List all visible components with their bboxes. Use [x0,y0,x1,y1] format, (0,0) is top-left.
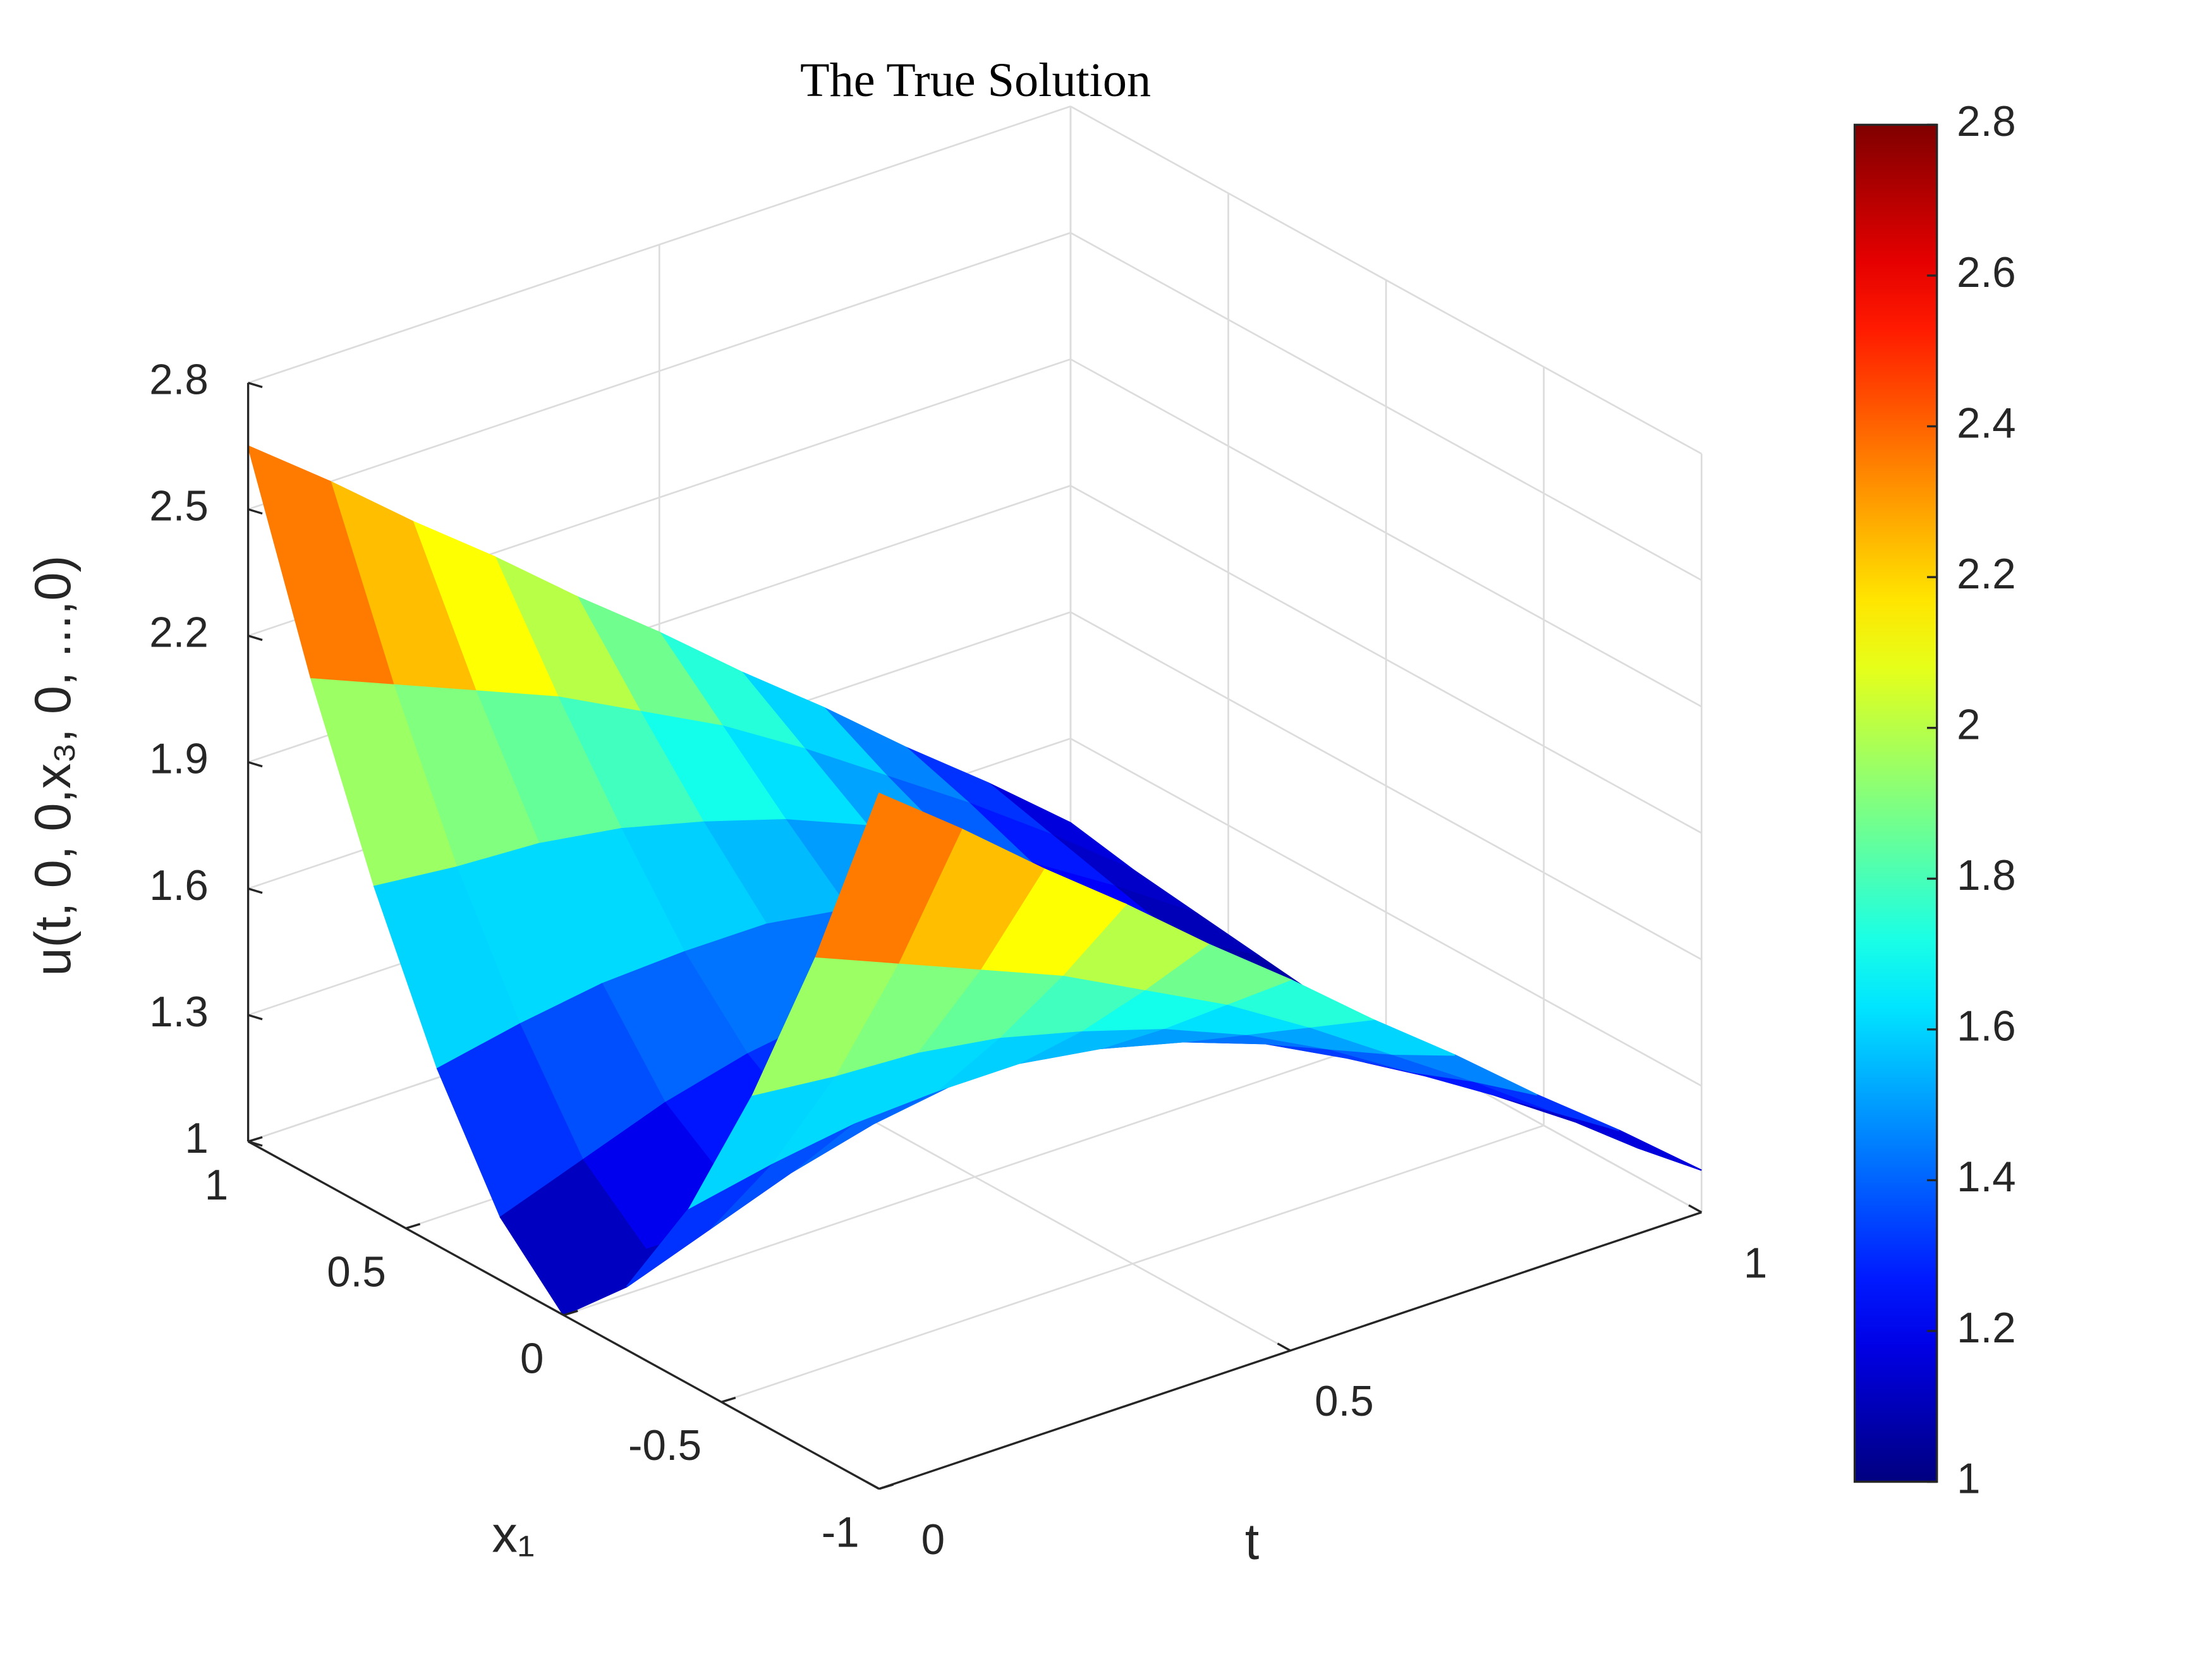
y-tick [878,1483,894,1490]
x-axis-label: t [1245,1514,1259,1571]
x-tick-label: 0.5 [1315,1378,1374,1425]
y-tick-label: 0 [520,1335,544,1383]
z-tick-label: 1.3 [149,988,209,1036]
z-tick-label: 1.9 [149,736,209,783]
y-tick [563,1310,578,1316]
y-tick-label: 0.5 [327,1248,386,1296]
surface [246,444,1702,1316]
x-tick [1688,1204,1703,1213]
x-tick-label: 0 [921,1516,945,1564]
z-tick [248,635,263,641]
chart-title: The True Solution [800,53,1151,107]
surface-patch [1391,1053,1538,1096]
grid-line [248,232,1071,511]
grid-line [248,105,1071,384]
colorbar-tick-label: 1.6 [1957,1003,2016,1050]
colorbar [1853,123,1938,1483]
grid-line [1070,485,1702,834]
y-tick [248,1136,263,1143]
grid-line [563,1038,1387,1316]
grid-line [720,1124,1545,1403]
colorbar-tick-label: 1 [1957,1455,1980,1502]
colorbar-tick-label: 1.8 [1957,852,2016,899]
y-tick-label: -0.5 [628,1422,702,1469]
surface-patch [815,792,963,964]
z-tick [248,382,263,389]
z-tick-label: 2.8 [149,356,209,404]
surface-patch [1493,1093,1639,1149]
z-axis-label: u(t, 0, 0,x₃, 0, ...,0) [25,556,82,976]
colorbar-tick-label: 2.4 [1957,399,2016,447]
z-tick [248,887,263,894]
surface-patch [1555,1112,1702,1171]
z-tick [248,1140,263,1147]
grid-line [1070,232,1702,581]
colorbar-tick-label: 1.2 [1957,1304,2016,1352]
grid-line [1070,358,1702,708]
z-tick-label: 2.2 [149,609,209,657]
surface-patch [1473,1080,1620,1131]
colorbar-tick-label: 2.6 [1957,249,2016,296]
colorbar-tick-label: 2.2 [1957,550,2016,598]
y-tick [405,1223,421,1230]
x-tick-label: 1 [1744,1239,1767,1287]
z-tick-label: 1 [185,1115,208,1162]
y-axis-label: x₁ [492,1507,535,1564]
y-tick [720,1397,736,1403]
y-tick-label: 1 [205,1162,228,1209]
z-tick-label: 1.6 [149,862,209,909]
grid-line [1070,738,1702,1087]
colorbar-tick-label: 1.4 [1957,1153,2016,1201]
z-tick [248,761,263,768]
y-tick-label: -1 [822,1509,860,1557]
z-tick-label: 2.5 [149,483,209,530]
colorbar-tick-label: 2.8 [1957,98,2016,145]
x-tick [866,1481,880,1490]
z-tick [248,1014,263,1021]
x-tick [1277,1342,1291,1352]
colorbar-tick-label: 2 [1957,701,1980,748]
grid-line [1070,611,1702,961]
z-tick [248,508,263,515]
grid-line [1070,106,1702,455]
